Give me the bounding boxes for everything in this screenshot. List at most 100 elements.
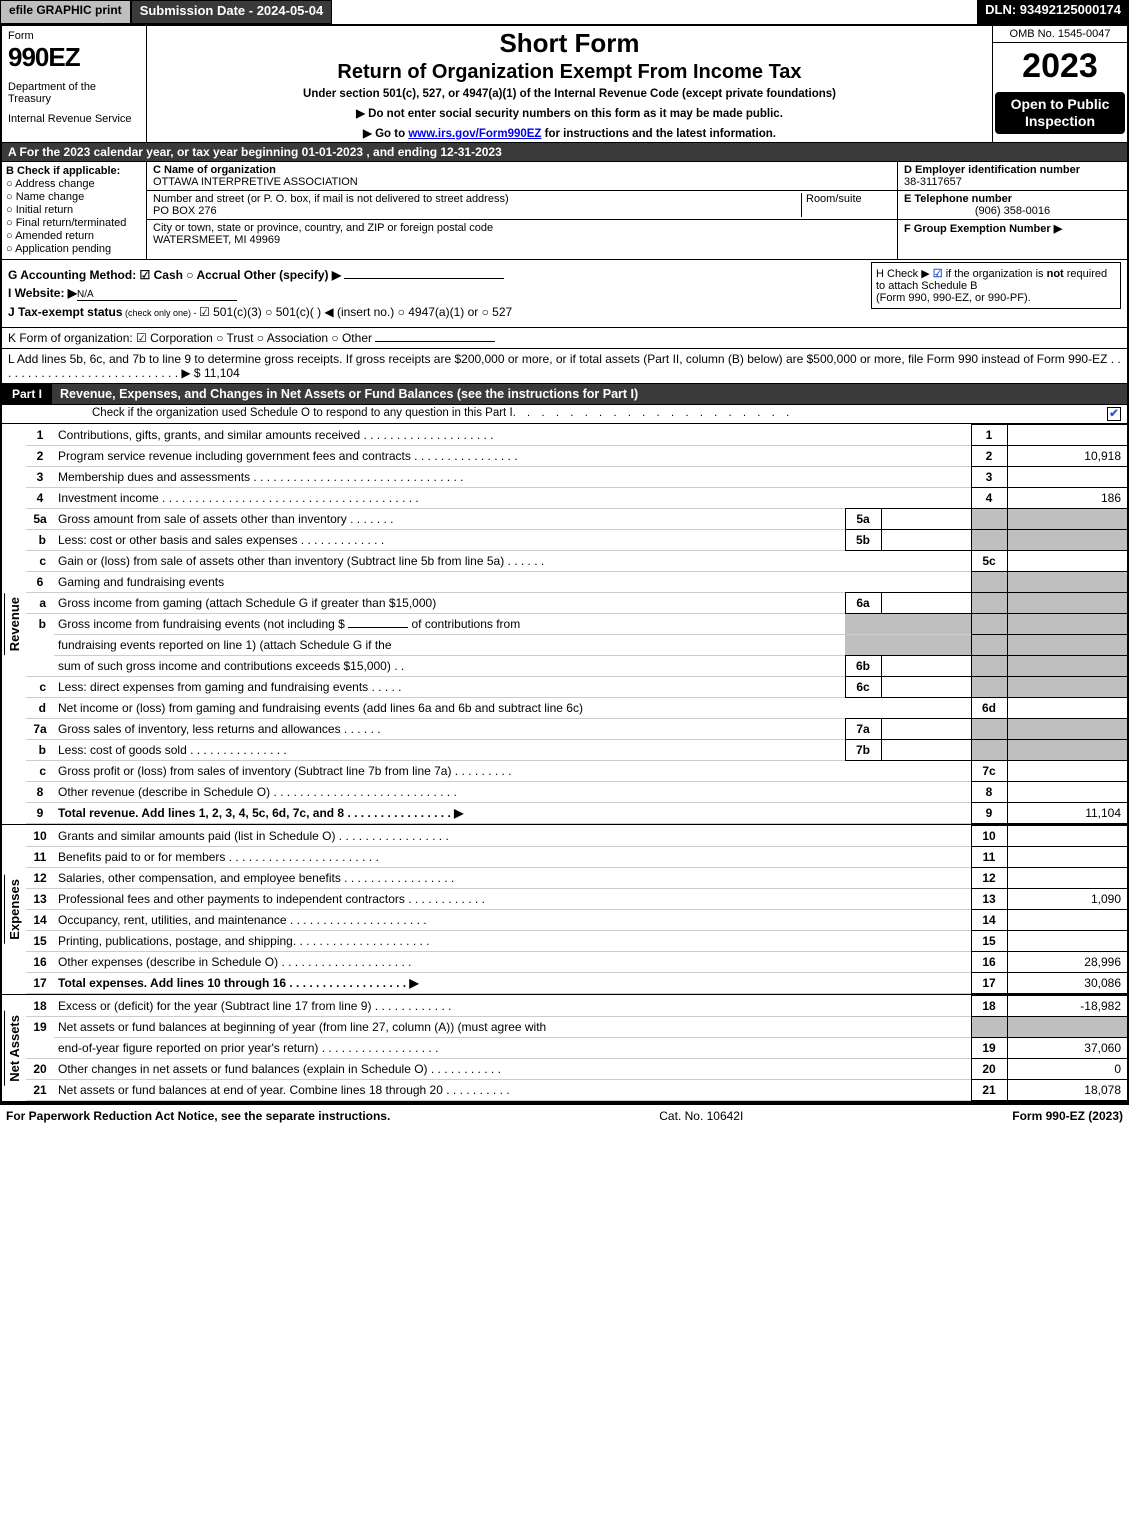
part-1-checkbox[interactable]: ✔ [1107,407,1121,421]
line-15: 15Printing, publications, postage, and s… [26,931,1127,952]
line-13: 13Professional fees and other payments t… [26,889,1127,910]
part-1-header: Part I Revenue, Expenses, and Changes in… [2,384,1127,405]
city-value: WATERSMEET, MI 49969 [153,234,280,246]
line-6b-3: sum of such gross income and contributio… [26,656,1127,677]
l-text: L Add lines 5b, 6c, and 7b to line 9 to … [8,352,1121,380]
open-to-public: Open to Public Inspection [995,92,1125,134]
c-label: C Name of organization [153,164,276,176]
header-left: Form 990EZ Department of the Treasury In… [2,26,147,142]
line-21: 21Net assets or fund balances at end of … [26,1080,1127,1101]
expenses-table: 10Grants and similar amounts paid (list … [26,825,1127,994]
org-name: OTTAWA INTERPRETIVE ASSOCIATION [153,176,358,188]
c-name-row: C Name of organization OTTAWA INTERPRETI… [147,162,897,191]
l-value: 11,104 [204,366,240,380]
line-2: 2Program service revenue including gover… [26,446,1127,467]
line-8: 8Other revenue (describe in Schedule O) … [26,782,1127,803]
subtitle-2: ▶ Do not enter social security numbers o… [151,106,988,120]
net-assets-table: 18Excess or (deficit) for the year (Subt… [26,995,1127,1101]
line-5c: cGain or (loss) from sale of assets othe… [26,551,1127,572]
page-footer: For Paperwork Reduction Act Notice, see … [0,1105,1129,1127]
subtitle-3: ▶ Go to www.irs.gov/Form990EZ for instru… [151,126,988,140]
d-label: D Employer identification number [904,164,1080,176]
part-1-check-row: Check if the organization used Schedule … [2,405,1127,424]
title-short-form: Short Form [151,28,988,59]
h-box: H Check ▶ ☑ if the organization is not r… [871,262,1121,309]
h-checkbox[interactable]: ☑ [933,268,943,280]
chk-initial-return[interactable]: ○ Initial return [6,204,142,216]
line-20: 20Other changes in net assets or fund ba… [26,1059,1127,1080]
line-6c: cLess: direct expenses from gaming and f… [26,677,1127,698]
header-mid: Short Form Return of Organization Exempt… [147,26,992,142]
line-16: 16Other expenses (describe in Schedule O… [26,952,1127,973]
row-a-period: A For the 2023 calendar year, or tax yea… [2,143,1127,162]
submission-date-button[interactable]: Submission Date - 2024-05-04 [131,0,333,24]
sub3-post: for instructions and the latest informat… [541,128,776,140]
footer-mid: Cat. No. 10642I [390,1109,1012,1123]
e-label: E Telephone number [904,193,1012,205]
website-value: N/A [77,289,237,301]
line-10: 10Grants and similar amounts paid (list … [26,826,1127,847]
d-row: D Employer identification number 38-3117… [898,162,1127,191]
line-11: 11Benefits paid to or for members . . . … [26,847,1127,868]
line-9: 9Total revenue. Add lines 1, 2, 3, 4, 5c… [26,803,1127,824]
expenses-vlabel: Expenses [4,875,24,944]
footer-left: For Paperwork Reduction Act Notice, see … [6,1109,390,1123]
irs-link[interactable]: www.irs.gov/Form990EZ [408,128,541,140]
line-19-2: end-of-year figure reported on prior yea… [26,1038,1127,1059]
line-6a: aGross income from gaming (attach Schedu… [26,593,1127,614]
subtitle-1: Under section 501(c), 527, or 4947(a)(1)… [151,88,988,100]
agency-2: Internal Revenue Service [8,113,140,125]
city-row: City or town, state or province, country… [147,220,897,248]
city-label: City or town, state or province, country… [153,222,493,234]
line-7a: 7aGross sales of inventory, less returns… [26,719,1127,740]
line-12: 12Salaries, other compensation, and empl… [26,868,1127,889]
chk-address-change[interactable]: ○ Address change [6,178,142,190]
revenue-vlabel: Revenue [4,593,24,655]
inspect-2: Inspection [1025,113,1095,129]
chk-final-return[interactable]: ○ Final return/terminated [6,217,142,229]
part-1-title: Revenue, Expenses, and Changes in Net As… [52,384,1127,404]
h-pre: H Check ▶ [876,268,933,280]
line-17: 17Total expenses. Add lines 10 through 1… [26,973,1127,994]
b-label: B Check if applicable: [6,165,120,177]
line-6d: dNet income or (loss) from gaming and fu… [26,698,1127,719]
header-right: OMB No. 1545-0047 2023 Open to Public In… [992,26,1127,142]
section-b-to-f: B Check if applicable: ○ Address change … [2,162,1127,260]
form-container: Form 990EZ Department of the Treasury In… [0,24,1129,1105]
chk-amended-return[interactable]: ○ Amended return [6,230,142,242]
revenue-table: 1Contributions, gifts, grants, and simil… [26,424,1127,824]
efile-print-button[interactable]: efile GRAPHIC print [0,0,131,24]
h-not: not [1047,268,1064,280]
form-number: 990EZ [8,42,140,73]
line-6: 6Gaming and fundraising events [26,572,1127,593]
line-7b: bLess: cost of goods sold . . . . . . . … [26,740,1127,761]
form-header: Form 990EZ Department of the Treasury In… [2,26,1127,143]
line-1: 1Contributions, gifts, grants, and simil… [26,425,1127,446]
h-line3: (Form 990, 990-EZ, or 990-PF). [876,292,1031,304]
col-b: B Check if applicable: ○ Address change … [2,162,147,259]
chk-application-pending[interactable]: ○ Application pending [6,243,142,255]
ein-value: 38-3117657 [904,176,962,188]
title-return: Return of Organization Exempt From Incom… [151,61,988,84]
col-c: C Name of organization OTTAWA INTERPRETI… [147,162,897,259]
inspect-1: Open to Public [1011,96,1110,112]
tax-year: 2023 [993,43,1127,90]
line-5a: 5aGross amount from sale of assets other… [26,509,1127,530]
line-18: 18Excess or (deficit) for the year (Subt… [26,996,1127,1017]
f-row: F Group Exemption Number ▶ [898,220,1127,237]
section-g-h-i-j: H Check ▶ ☑ if the organization is not r… [2,260,1127,328]
line-6b-1: bGross income from fundraising events (n… [26,614,1127,635]
room-label: Room/suite [806,193,862,205]
agency-1: Department of the Treasury [8,81,140,105]
row-l: L Add lines 5b, 6c, and 7b to line 9 to … [2,349,1127,384]
telephone-value: (906) 358-0016 [975,205,1050,217]
line-5b: bLess: cost or other basis and sales exp… [26,530,1127,551]
chk-name-change[interactable]: ○ Name change [6,191,142,203]
line-7c: cGross profit or (loss) from sales of in… [26,761,1127,782]
line-3: 3Membership dues and assessments . . . .… [26,467,1127,488]
street-label: Number and street (or P. O. box, if mail… [153,193,509,205]
e-row: E Telephone number (906) 358-0016 [898,191,1127,220]
dln-label: DLN: 93492125000174 [977,0,1129,24]
h-rest: if the organization is [946,268,1047,280]
part-1-tab: Part I [2,384,52,404]
